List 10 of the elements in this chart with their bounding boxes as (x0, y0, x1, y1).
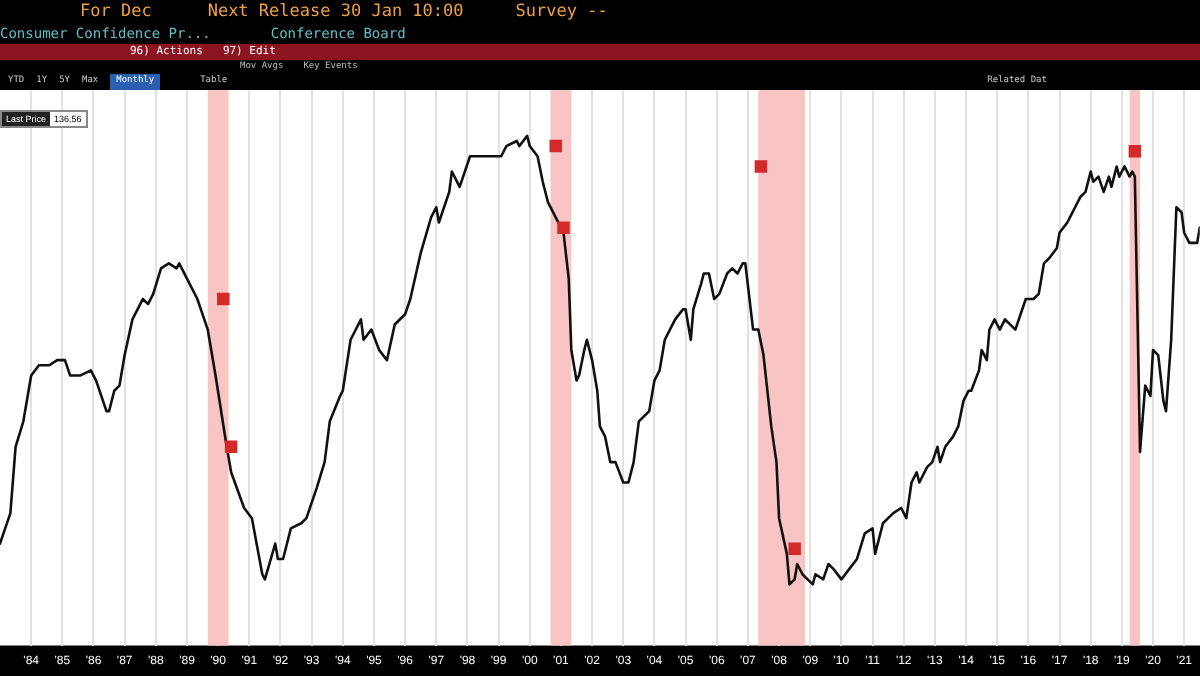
point (754, 160, 768, 173)
point (217, 292, 230, 306)
text: Survey -- (515, 0, 608, 24)
point (549, 139, 562, 153)
point (224, 440, 238, 454)
text: For Dec (80, 0, 152, 24)
point (1128, 144, 1142, 158)
point (788, 542, 801, 555)
point (557, 221, 570, 234)
text: Next Release 30 Jan 10:00 (207, 0, 464, 24)
